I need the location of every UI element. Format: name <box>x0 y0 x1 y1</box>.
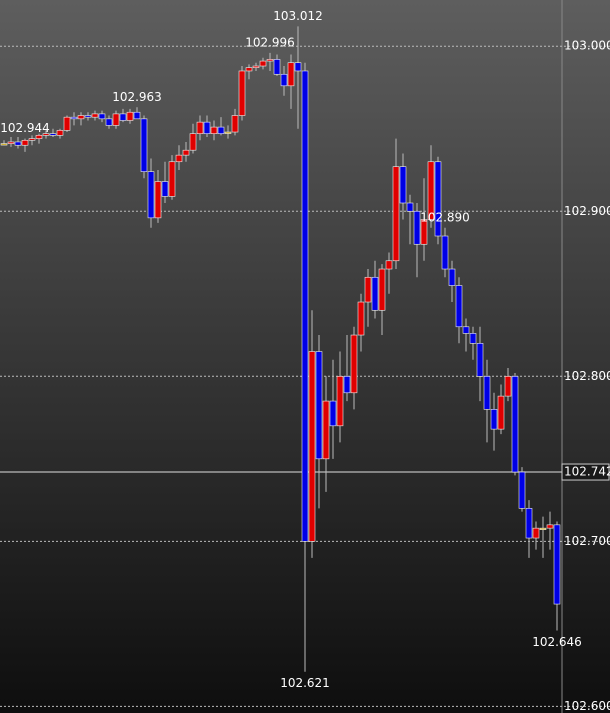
price-annotation: 102.996 <box>245 35 295 49</box>
candle-body <box>406 202 414 212</box>
candle-body <box>28 138 36 141</box>
candle-body <box>105 118 113 126</box>
candle-body <box>350 334 358 394</box>
candle-body <box>133 111 141 120</box>
candle-body <box>385 260 393 270</box>
price-annotation: 102.890 <box>420 210 470 224</box>
candle-body <box>203 121 211 134</box>
candle-body <box>280 73 288 87</box>
current-price-box <box>561 463 610 481</box>
candle-body <box>112 113 120 126</box>
candle-body <box>448 268 456 286</box>
current-price-label: 102.742 <box>564 465 610 479</box>
y-tick-label: 102.900 <box>564 204 610 218</box>
candle-body <box>371 276 379 311</box>
candle-body <box>420 219 428 245</box>
candle-body <box>84 115 92 118</box>
candle-body <box>63 116 71 131</box>
candle-body <box>518 471 526 509</box>
candle-body <box>546 524 554 529</box>
candle-body <box>168 161 176 197</box>
candle-body <box>308 351 316 542</box>
candle-body <box>7 141 15 144</box>
price-annotation: 102.646 <box>532 635 582 649</box>
candle-body <box>91 113 99 118</box>
price-annotation: 102.944 <box>0 121 50 135</box>
candle-body <box>56 130 64 136</box>
candle-body <box>0 143 8 146</box>
candle-body <box>252 65 260 68</box>
candle-body <box>483 376 491 410</box>
candle-body <box>238 70 246 116</box>
candle-body <box>553 524 561 605</box>
price-annotation: 102.621 <box>280 676 330 690</box>
candle-body <box>231 115 239 133</box>
candle-body <box>462 326 470 334</box>
price-annotation: 103.012 <box>273 9 323 23</box>
candle-body <box>189 133 197 151</box>
candle-body <box>497 395 505 430</box>
y-tick-label: 102.700 <box>564 534 610 548</box>
price-annotation: 102.963 <box>112 90 162 104</box>
candle-body <box>504 376 512 397</box>
candle-body <box>476 342 484 377</box>
candle-body <box>315 351 323 460</box>
candle-body <box>259 60 267 67</box>
candle-body <box>301 70 309 542</box>
candle-body <box>70 116 78 120</box>
candle-body <box>161 181 169 197</box>
candle-body <box>329 400 337 427</box>
candle-body <box>49 133 57 136</box>
candle-body <box>539 527 547 530</box>
candle-body <box>399 166 407 204</box>
candle-body <box>427 161 435 220</box>
candle-body <box>469 333 477 344</box>
candle-body <box>511 376 519 473</box>
candle-body <box>98 113 106 120</box>
y-tick-label: 103.000 <box>564 39 610 53</box>
candle-body <box>434 161 442 237</box>
candle-body <box>119 113 127 121</box>
candle-body <box>378 268 386 311</box>
y-tick-label: 102.600 <box>564 699 610 713</box>
candle-body <box>343 376 351 394</box>
candle-body <box>175 154 183 163</box>
candle-body <box>490 409 498 430</box>
candle-body <box>357 301 365 336</box>
candle-body <box>14 141 22 146</box>
candle-body <box>42 133 50 136</box>
candle-body <box>441 235 449 270</box>
candle-body <box>413 210 421 245</box>
candle-body <box>224 131 232 134</box>
candle-body <box>217 126 225 134</box>
candle-body <box>77 115 85 120</box>
candle-body <box>455 285 463 328</box>
candle-body <box>364 276 372 303</box>
y-tick-label: 102.800 <box>564 369 610 383</box>
candle-body <box>35 135 43 139</box>
candle-body <box>140 118 148 172</box>
candle-body <box>126 111 134 121</box>
candle-body <box>21 139 29 146</box>
candle-body <box>336 376 344 427</box>
candle-body <box>147 171 155 219</box>
candle-body <box>532 527 540 539</box>
candle-body <box>294 62 302 72</box>
candle-body <box>210 126 218 134</box>
candle-body <box>266 59 274 62</box>
candle-body <box>245 67 253 72</box>
candle-body <box>322 400 330 460</box>
candle-body <box>287 62 295 87</box>
candle-body <box>273 59 281 75</box>
candle-body <box>154 181 162 219</box>
candle-body <box>182 149 190 156</box>
candle-body <box>196 121 204 134</box>
candle-body <box>392 166 400 262</box>
candle-body <box>525 508 533 539</box>
